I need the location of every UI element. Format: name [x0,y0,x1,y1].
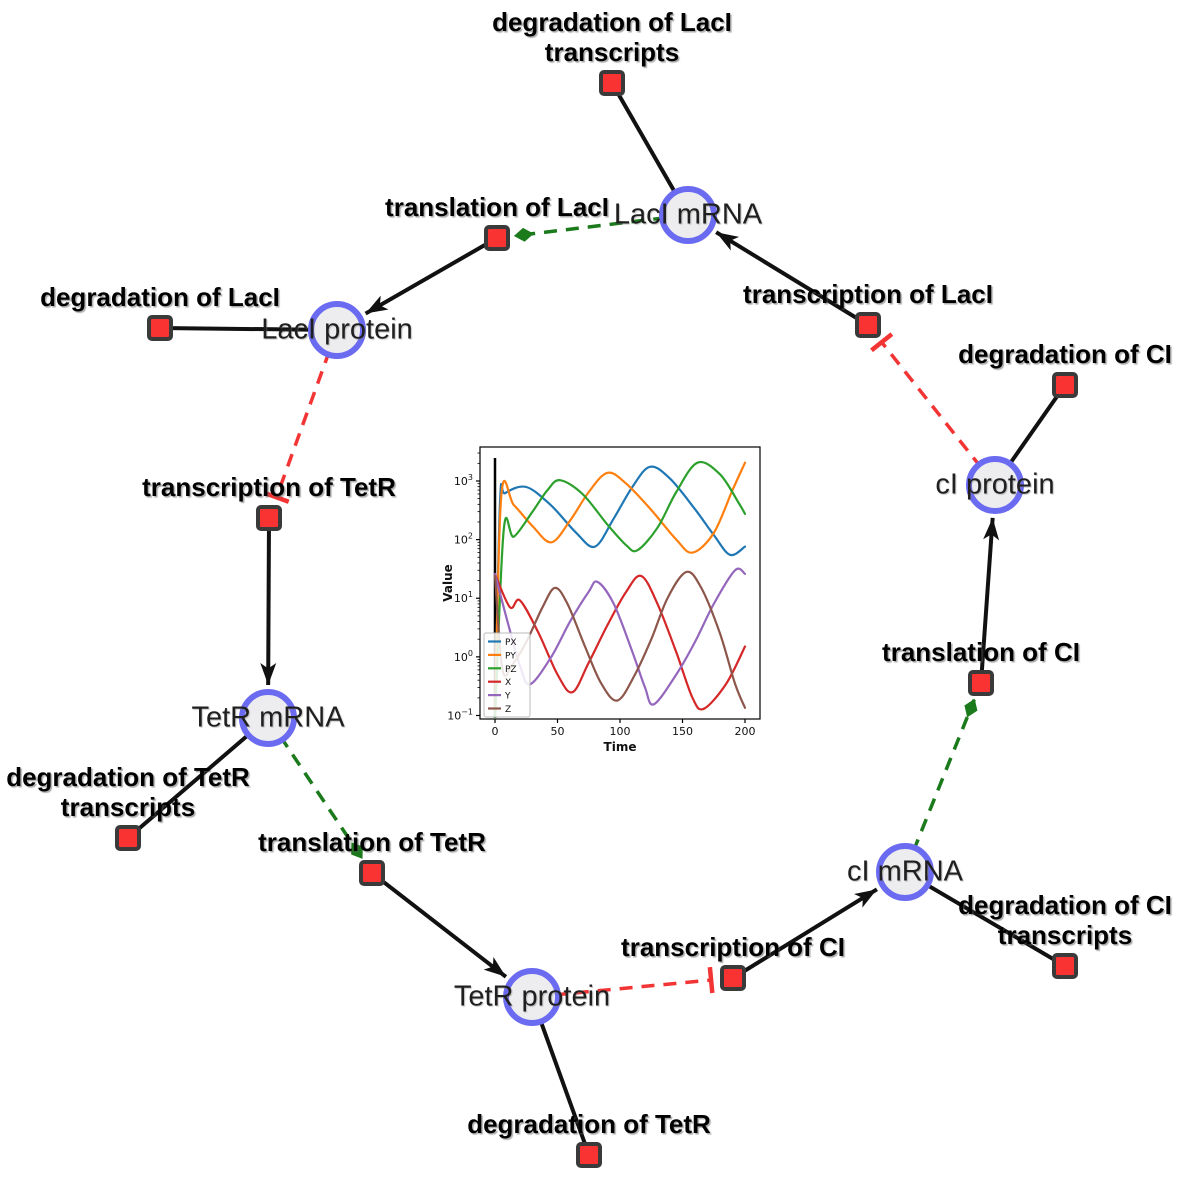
edge-translation-laci-to-laci-protein [364,236,498,316]
edge-tetr-mrna-to-deg-tetr-transcripts [126,716,270,840]
x-tick-label: 100 [610,725,631,738]
reaction-node-deg-tetr[interactable] [576,1142,602,1168]
reaction-node-transcription-ci[interactable] [720,965,746,991]
species-node-laci-mrna[interactable] [659,186,717,244]
edge-translation-ci-to-ci-protein [979,517,1000,684]
edge-laci-protein-to-deg-laci [159,326,338,332]
reaction-node-deg-laci[interactable] [147,315,173,341]
x-tick-label: 50 [551,725,565,738]
plot-series-PY [493,461,747,718]
reaction-node-transcription-tetr[interactable] [256,505,282,531]
reaction-node-deg-ci-transcripts[interactable] [1052,953,1078,979]
x-axis-label: Time [604,740,637,754]
legend-label-Z: Z [505,705,511,715]
species-node-ci-mrna[interactable] [876,843,934,901]
reaction-node-translation-laci[interactable] [484,225,510,251]
y-tick-label: 10−1 [447,707,473,722]
y-tick-label: 100 [454,649,473,664]
edge-translation-tetr-to-tetr-protein [370,871,508,979]
plot-series-PZ [494,460,747,718]
x-tick-label: 150 [672,725,693,738]
y-tick-label: 101 [454,590,473,605]
edge-transcription-laci-to-laci-mrna [715,230,870,327]
y-axis-label: Value [441,564,455,602]
species-node-laci-protein[interactable] [308,301,366,359]
edge-ci-mrna-to-deg-ci-transcripts [903,870,1067,968]
reaction-node-deg-laci-transcripts[interactable] [599,70,625,96]
species-node-tetr-protein[interactable] [503,968,561,1026]
reaction-node-translation-ci[interactable] [968,670,994,696]
y-tick-label: 103 [454,473,473,488]
x-tick-label: 0 [492,725,499,738]
species-node-ci-protein[interactable] [966,456,1024,514]
edge-laci-protein-to-transcription-tetr [263,329,339,504]
reaction-node-translation-tetr[interactable] [359,860,385,886]
x-tick-label: 200 [735,725,756,738]
reaction-node-deg-tetr-transcripts[interactable] [115,825,141,851]
edge-ci-mrna-to-translation-ci [903,698,978,873]
legend-label-PX: PX [505,638,517,648]
species-node-tetr-mrna[interactable] [239,689,297,747]
legend-label-X: X [505,678,511,688]
edge-tetr-protein-to-transcription-ci [531,966,715,999]
edge-transcription-ci-to-ci-mrna [731,887,878,980]
reaction-node-deg-ci[interactable] [1052,372,1078,398]
edge-transcription-tetr-to-tetr-mrna [260,517,277,686]
reaction-node-transcription-laci[interactable] [855,312,881,338]
plot-series-X [493,572,747,711]
plot-legend: PX PY PZ XYZ [483,632,531,718]
y-tick-label: 102 [454,532,473,547]
legend-label-Y: Y [504,692,511,702]
legend-label-PY: PY [505,651,516,661]
legend-label-PZ: PZ [505,665,517,675]
